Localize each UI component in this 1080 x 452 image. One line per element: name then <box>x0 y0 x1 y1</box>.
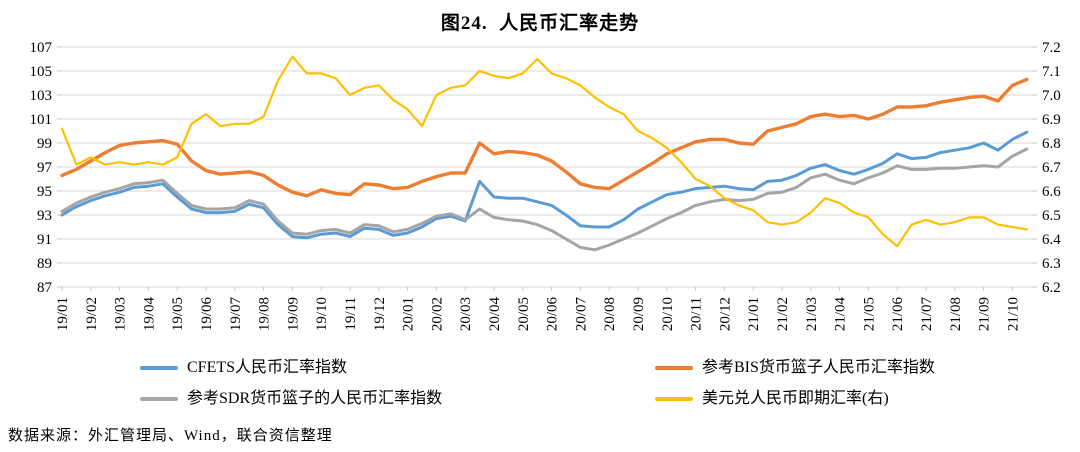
x-axis-label: 21/07 <box>919 297 935 332</box>
series-line-sdr <box>60 147 1029 252</box>
x-axis-label: 20/06 <box>545 297 561 332</box>
x-axis-label: 19/10 <box>314 297 330 331</box>
legend-item-bis: 参考BIS货币篮子人民币汇率指数 <box>655 358 935 378</box>
y-axis-label-right: 6.5 <box>1042 208 1061 224</box>
series-line-bis <box>60 77 1029 198</box>
legend-item-sdr: 参考SDR货币篮子的人民币汇率指数 <box>140 389 655 409</box>
x-axis-label: 19/02 <box>84 297 100 331</box>
x-axis-label: 21/10 <box>1005 297 1021 331</box>
x-axis-label: 19/05 <box>170 297 186 331</box>
x-axis-label: 19/07 <box>228 297 244 332</box>
chart-legend: CFETS人民币汇率指数 参考BIS货币篮子人民币汇率指数参考SDR货币篮子的人民… <box>140 358 935 409</box>
x-axis-label: 20/01 <box>401 297 417 331</box>
y-axis-label-left: 93 <box>37 208 52 224</box>
x-axis-label: 21/01 <box>746 297 762 331</box>
x-axis-label: 21/04 <box>833 297 849 332</box>
legend-label-cfets: CFETS人民币汇率指数 <box>187 359 348 376</box>
x-axis-labels: 19/01 19/02 19/03 19/04 19/05 19/06 19/07 19/08… <box>55 287 1021 331</box>
x-axis-label: 21/03 <box>804 297 820 331</box>
legend-swatch-sdr <box>140 397 178 401</box>
y-axis-label-right: 6.4 <box>1042 232 1061 248</box>
y-axis-label-right: 6.6 <box>1042 184 1061 200</box>
x-axis-label: 21/08 <box>948 297 964 331</box>
data-source-note: 数据来源：外汇管理局、Wind，联合资信整理 <box>8 428 333 444</box>
x-axis-label: 19/12 <box>372 297 388 331</box>
legend-item-usdcny: 美元兑人民币即期汇率(右) <box>655 389 935 409</box>
y-axis-label-right: 7.2 <box>1042 40 1061 56</box>
y-axis-left: 107 105 103 101 99 97 95 93 91 89 87 <box>30 40 53 296</box>
y-axis-label-right: 7.0 <box>1042 88 1061 104</box>
y-axis-label-right: 6.3 <box>1042 256 1061 272</box>
x-axis-label: 20/04 <box>487 297 503 332</box>
legend-label-usdcny: 美元兑人民币即期汇率(右) <box>702 390 889 407</box>
legend-swatch-cfets <box>140 366 178 370</box>
y-axis-label-left: 87 <box>37 280 53 296</box>
x-axis-label: 21/02 <box>775 297 791 331</box>
x-axis-label: 21/06 <box>890 297 906 332</box>
legend-swatch-bis <box>655 366 693 370</box>
legend-label-bis: 参考BIS货币篮子人民币汇率指数 <box>702 359 935 376</box>
y-axis-label-left: 91 <box>37 232 52 248</box>
y-axis-label-right: 7.1 <box>1042 64 1061 80</box>
x-axis-label: 20/02 <box>429 297 445 331</box>
y-axis-label-left: 89 <box>37 256 52 272</box>
y-axis-label-left: 105 <box>30 64 53 80</box>
x-axis-label: 20/07 <box>573 297 589 332</box>
legend-swatch-usdcny <box>655 397 693 401</box>
y-axis-label-left: 101 <box>30 112 53 128</box>
legend-item-cfets: CFETS人民币汇率指数 <box>140 358 655 378</box>
y-axis-label-left: 103 <box>30 88 53 104</box>
gridlines <box>57 46 1037 288</box>
x-axis-label: 20/11 <box>689 297 705 331</box>
x-axis-label: 21/09 <box>977 297 993 331</box>
series-line-cfets <box>60 130 1029 240</box>
x-axis-label: 20/12 <box>717 297 733 331</box>
x-axis-label: 20/08 <box>602 297 618 331</box>
x-axis-label: 20/09 <box>631 297 647 331</box>
x-axis-label: 19/04 <box>141 297 157 332</box>
legend-label-sdr: 参考SDR货币篮子的人民币汇率指数 <box>187 390 443 407</box>
x-axis-label: 20/03 <box>458 297 474 331</box>
y-axis-right: 7.2 7.1 7.0 6.9 6.8 6.7 6.6 6.5 6.4 6.3 6.2 <box>1042 40 1061 296</box>
x-axis-label: 19/01 <box>55 297 71 331</box>
series-line-usdcny <box>60 55 1028 248</box>
y-axis-label-right: 6.9 <box>1042 112 1061 128</box>
chart-title: 图24. 人民币汇率走势 <box>440 13 640 34</box>
y-axis-label-right: 6.2 <box>1042 280 1061 296</box>
y-axis-label-left: 95 <box>37 184 52 200</box>
y-axis-label-left: 97 <box>37 160 53 176</box>
y-axis-label-left: 107 <box>30 40 53 56</box>
x-axis-label: 19/06 <box>199 297 215 332</box>
x-axis-label: 19/08 <box>257 297 273 331</box>
x-axis-label: 19/03 <box>113 297 129 331</box>
y-axis-label-left: 99 <box>37 136 52 152</box>
x-axis-label: 19/11 <box>343 297 359 331</box>
x-axis-label: 20/10 <box>660 297 676 331</box>
x-axis-label: 21/05 <box>861 297 877 331</box>
y-axis-label-right: 6.7 <box>1042 160 1061 176</box>
y-axis-label-right: 6.8 <box>1042 136 1061 152</box>
chart-canvas: 107 105 103 101 99 97 95 93 91 89 87 7.2 7.1 7.0 6.9 6.… <box>30 40 1062 331</box>
x-axis-label: 20/05 <box>516 297 532 331</box>
x-axis-label: 19/09 <box>285 297 301 331</box>
